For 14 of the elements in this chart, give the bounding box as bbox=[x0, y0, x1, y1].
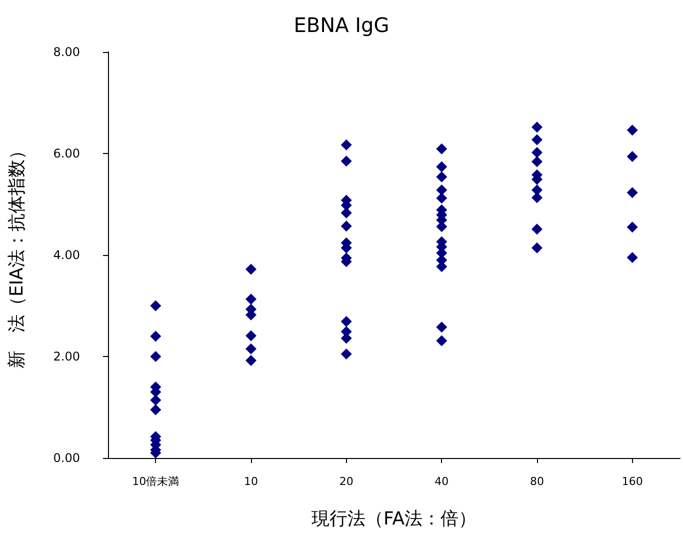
y-tick-label: 2.00 bbox=[53, 350, 80, 364]
x-tick-label: 160 bbox=[622, 475, 643, 488]
y-tick-label: 4.00 bbox=[53, 248, 80, 262]
y-tick-label: 6.00 bbox=[53, 146, 80, 160]
x-axis-title: 現行法（FA法：倍） bbox=[311, 508, 477, 530]
x-tick-label: 10 bbox=[244, 475, 258, 488]
x-tick-label: 20 bbox=[339, 475, 354, 488]
x-tick-label: 80 bbox=[530, 475, 544, 488]
x-tick-label: 40 bbox=[434, 475, 449, 488]
y-tick-label: 0.00 bbox=[53, 451, 80, 465]
y-tick-label: 8.00 bbox=[53, 45, 80, 59]
y-axis-title: 新 法（EIA法：抗体指数） bbox=[6, 142, 28, 368]
x-tick-label: 10倍未満 bbox=[132, 475, 180, 488]
chart-title: EBNA IgG bbox=[294, 13, 390, 37]
